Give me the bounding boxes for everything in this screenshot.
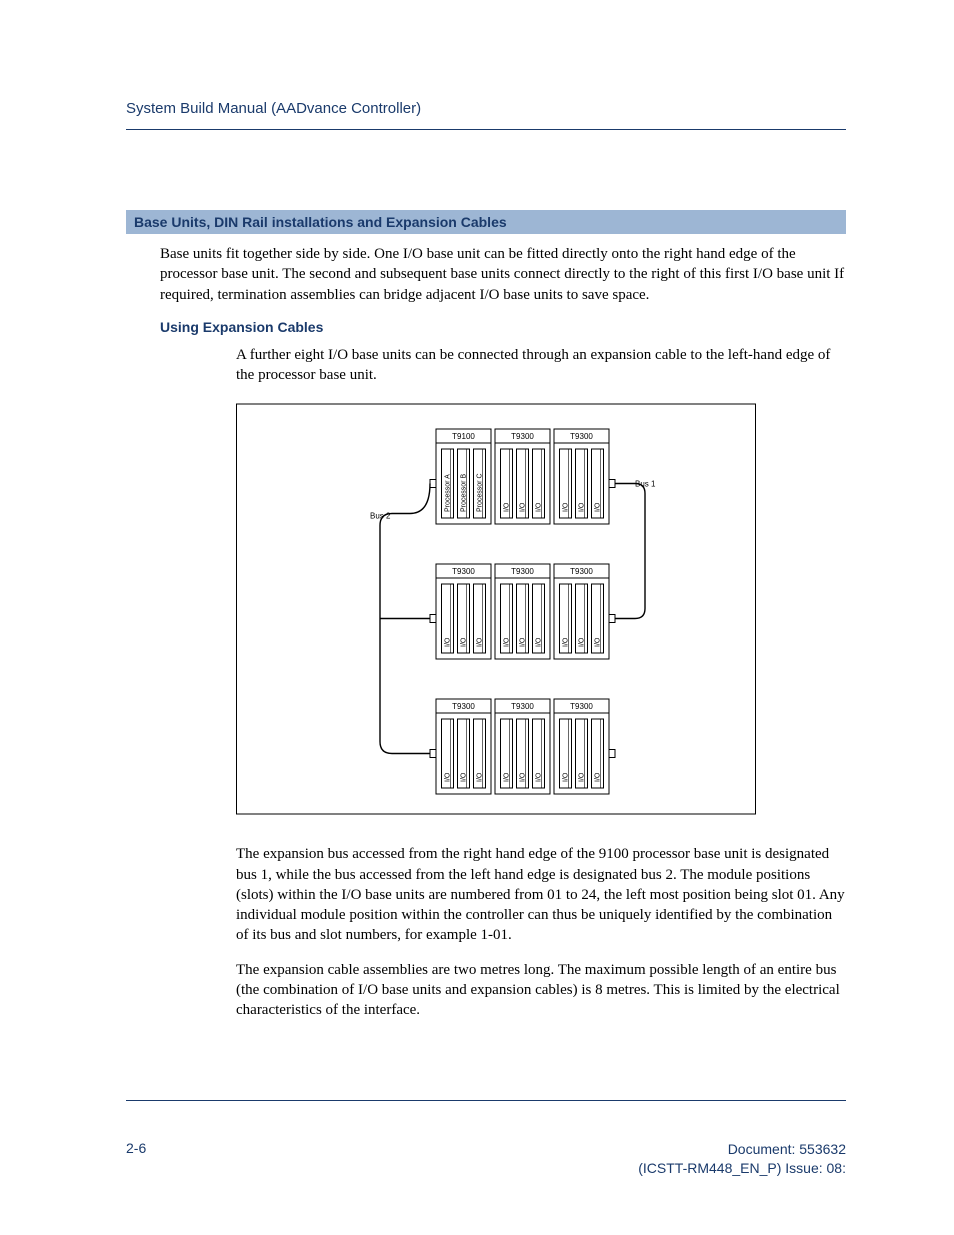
footer-doc-line1: Document: 553632: [728, 1141, 846, 1157]
svg-text:Processor C: Processor C: [477, 474, 484, 513]
svg-text:I/O: I/O: [520, 772, 527, 782]
header-rule: [126, 129, 846, 130]
svg-text:I/O: I/O: [563, 502, 570, 512]
footer-rule: [126, 1100, 846, 1101]
footer-doc-line2: (ICSTT-RM448_EN_P) Issue: 08:: [638, 1160, 846, 1176]
svg-text:I/O: I/O: [520, 502, 527, 512]
svg-text:I/O: I/O: [595, 502, 602, 512]
svg-text:T9300: T9300: [511, 432, 534, 441]
svg-text:I/O: I/O: [477, 637, 484, 647]
svg-text:I/O: I/O: [504, 502, 511, 512]
running-head: System Build Manual (AADvance Controller…: [126, 100, 846, 117]
footer-page-number: 2-6: [126, 1140, 146, 1156]
svg-text:I/O: I/O: [520, 637, 527, 647]
footer-document-info: Document: 553632 (ICSTT-RM448_EN_P) Issu…: [638, 1140, 846, 1178]
svg-text:I/O: I/O: [579, 772, 586, 782]
svg-text:T9300: T9300: [570, 432, 593, 441]
section-intro-paragraph: Base units fit together side by side. On…: [160, 244, 846, 305]
svg-text:I/O: I/O: [504, 772, 511, 782]
svg-text:I/O: I/O: [477, 772, 484, 782]
subsection-para-3: The expansion cable assemblies are two m…: [236, 960, 846, 1021]
svg-text:T9300: T9300: [452, 702, 475, 711]
svg-text:Processor A: Processor A: [445, 474, 452, 512]
svg-text:T9300: T9300: [570, 702, 593, 711]
svg-text:I/O: I/O: [504, 637, 511, 647]
subsection-para-1: A further eight I/O base units can be co…: [236, 345, 846, 386]
svg-text:T9300: T9300: [511, 567, 534, 576]
svg-text:T9300: T9300: [570, 567, 593, 576]
subsection-para-2: The expansion bus accessed from the righ…: [236, 844, 846, 945]
subsection-title: Using Expansion Cables: [160, 319, 846, 335]
svg-text:I/O: I/O: [595, 772, 602, 782]
svg-text:I/O: I/O: [445, 772, 452, 782]
svg-text:T9100: T9100: [452, 432, 475, 441]
svg-text:I/O: I/O: [595, 637, 602, 647]
expansion-cable-diagram: T9100 Processor A Processor B Processor C T9…: [236, 399, 846, 824]
svg-text:I/O: I/O: [461, 637, 468, 647]
svg-text:I/O: I/O: [445, 637, 452, 647]
svg-text:I/O: I/O: [536, 502, 543, 512]
svg-text:I/O: I/O: [461, 772, 468, 782]
svg-text:T9300: T9300: [452, 567, 475, 576]
svg-text:Processor B: Processor B: [461, 474, 468, 512]
svg-text:I/O: I/O: [579, 502, 586, 512]
page-body: System Build Manual (AADvance Controller…: [126, 100, 846, 1034]
svg-text:I/O: I/O: [536, 637, 543, 647]
svg-text:T9300: T9300: [511, 702, 534, 711]
svg-text:I/O: I/O: [579, 637, 586, 647]
section-title-bar: Base Units, DIN Rail installations and E…: [126, 210, 846, 234]
svg-text:I/O: I/O: [563, 772, 570, 782]
svg-text:I/O: I/O: [536, 772, 543, 782]
svg-text:I/O: I/O: [563, 637, 570, 647]
